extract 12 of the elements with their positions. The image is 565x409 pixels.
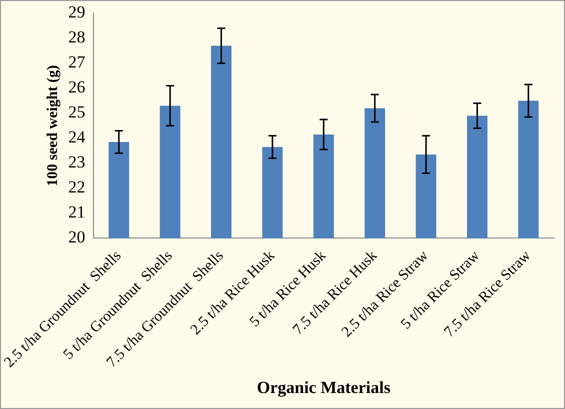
y-tick-label: 26 xyxy=(68,78,86,97)
y-tick-label: 25 xyxy=(68,102,86,122)
y-tick-label: 29 xyxy=(68,2,86,22)
y-tick-label: 22 xyxy=(68,178,86,197)
y-tick-label: 21 xyxy=(68,202,86,222)
x-axis-title: Organic Materials xyxy=(256,378,391,398)
y-tick-label: 28 xyxy=(68,28,86,47)
y-axis-title: 100 seed weight (g) xyxy=(45,65,62,186)
y-tick-label: 20 xyxy=(68,228,86,247)
y-tick-label: 24 xyxy=(68,128,86,147)
y-tick-label: 27 xyxy=(68,52,86,72)
y-tick-label: 23 xyxy=(68,152,86,172)
